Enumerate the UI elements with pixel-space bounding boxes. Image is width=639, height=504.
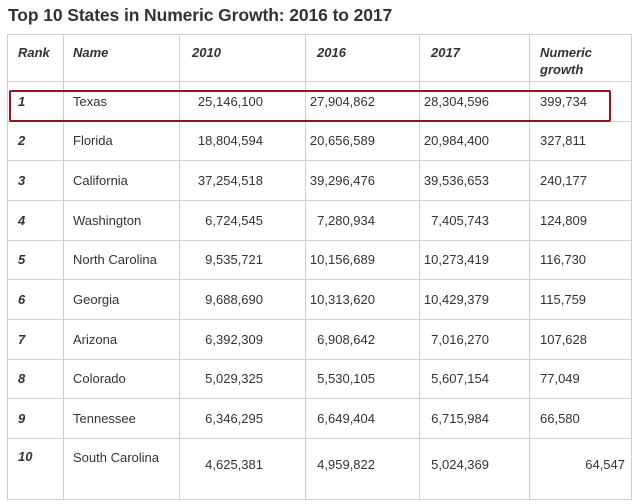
table-row: 4 Washington 6,724,545 7,280,934 7,405,743 12… [7, 199, 632, 241]
population-2017-cell: 20,984,400 [419, 120, 530, 162]
rank-cell: 1 [7, 81, 64, 122]
numeric-growth-cell: 399,734 [529, 81, 632, 122]
table-row: 2 Florida 18,804,594 20,656,589 20,984,400 32… [7, 120, 632, 162]
table-title: Top 10 States in Numeric Growth: 2016 to… [8, 5, 393, 25]
population-2017-cell: 39,536,653 [419, 160, 530, 201]
population-2017-cell: 5,607,154 [419, 358, 530, 400]
population-2010-cell: 9,688,690 [179, 279, 306, 320]
population-2016-cell: 5,530,105 [305, 358, 420, 400]
state-name-cell: Texas [63, 81, 180, 122]
rank-cell: 3 [7, 160, 64, 201]
table-row: 8 Colorado 5,029,325 5,530,105 5,607,154 77,0… [7, 358, 632, 400]
population-2016-cell: 7,280,934 [305, 199, 420, 241]
column-header-2010: 2010 [179, 34, 306, 82]
population-2016-cell: 6,908,642 [305, 318, 420, 360]
population-2010-cell: 9,535,721 [179, 239, 306, 281]
table-row: 5 North Carolina 9,535,721 10,156,689 10,273… [7, 239, 632, 281]
table-row: 3 California 37,254,518 39,296,476 39,536,65… [7, 160, 632, 201]
table-row: 9 Tennessee 6,346,295 6,649,404 6,715,984 66,… [7, 398, 632, 439]
numeric-growth-cell: 64,547 [529, 437, 632, 501]
population-2016-cell: 27,904,862 [305, 81, 420, 122]
population-2016-cell: 4,959,822 [305, 437, 420, 501]
population-2017-cell: 10,429,379 [419, 279, 530, 320]
population-2016-cell: 10,156,689 [305, 239, 420, 281]
rank-cell: 4 [7, 199, 64, 241]
numeric-growth-cell: 124,809 [529, 199, 632, 241]
rank-cell: 10 [7, 437, 64, 501]
table-header-row: Rank Name 2010 2016 2017 Numeric growth [7, 34, 632, 82]
table-row: 7 Arizona 6,392,309 6,908,642 7,016,270 107,6… [7, 318, 632, 360]
numeric-growth-cell: 66,580 [529, 398, 632, 439]
numeric-growth-cell: 116,730 [529, 239, 632, 281]
population-2017-cell: 28,304,596 [419, 81, 530, 122]
numeric-growth-cell: 107,628 [529, 318, 632, 360]
numeric-growth-cell: 240,177 [529, 160, 632, 201]
rank-cell: 9 [7, 398, 64, 439]
population-2010-cell: 18,804,594 [179, 120, 306, 162]
population-2016-cell: 20,656,589 [305, 120, 420, 162]
population-2010-cell: 25,146,100 [179, 81, 306, 122]
state-name-cell: Tennessee [63, 398, 180, 439]
table-row: 10 South Carolina 4,625,381 4,959,822 5,024,… [7, 437, 632, 501]
state-name-cell: Florida [63, 120, 180, 162]
population-2010-cell: 6,392,309 [179, 318, 306, 360]
population-2017-cell: 7,016,270 [419, 318, 530, 360]
population-2017-cell: 10,273,419 [419, 239, 530, 281]
population-2017-cell: 6,715,984 [419, 398, 530, 439]
rank-cell: 8 [7, 358, 64, 400]
rank-cell: 5 [7, 239, 64, 281]
state-name-cell: South Carolina [63, 437, 180, 501]
state-name-cell: North Carolina [63, 239, 180, 281]
column-header-numeric-growth: Numeric growth [529, 34, 632, 82]
rank-cell: 2 [7, 120, 64, 162]
numeric-growth-cell: 77,049 [529, 358, 632, 400]
state-name-cell: Colorado [63, 358, 180, 400]
table-row: 6 Georgia 9,688,690 10,313,620 10,429,379 115… [7, 279, 632, 320]
growth-table: Rank Name 2010 2016 2017 Numeric growth … [7, 34, 632, 501]
population-2010-cell: 5,029,325 [179, 358, 306, 400]
state-name-cell: Washington [63, 199, 180, 241]
table-row: 1 Texas 25,146,100 27,904,862 28,304,596 399,… [7, 81, 632, 122]
rank-cell: 7 [7, 318, 64, 360]
population-2017-cell: 7,405,743 [419, 199, 530, 241]
population-2010-cell: 6,724,545 [179, 199, 306, 241]
population-2016-cell: 10,313,620 [305, 279, 420, 320]
population-2017-cell: 5,024,369 [419, 437, 530, 501]
population-2010-cell: 6,346,295 [179, 398, 306, 439]
population-2016-cell: 39,296,476 [305, 160, 420, 201]
state-name-cell: Georgia [63, 279, 180, 320]
rank-cell: 6 [7, 279, 64, 320]
population-2016-cell: 6,649,404 [305, 398, 420, 439]
column-header-rank: Rank [7, 34, 64, 82]
population-2010-cell: 37,254,518 [179, 160, 306, 201]
numeric-growth-cell: 327,811 [529, 120, 632, 162]
state-name-cell: California [63, 160, 180, 201]
population-2010-cell: 4,625,381 [179, 437, 306, 501]
state-name-cell: Arizona [63, 318, 180, 360]
numeric-growth-cell: 115,759 [529, 279, 632, 320]
column-header-name: Name [63, 34, 180, 82]
column-header-2016: 2016 [305, 34, 420, 82]
column-header-2017: 2017 [419, 34, 530, 82]
